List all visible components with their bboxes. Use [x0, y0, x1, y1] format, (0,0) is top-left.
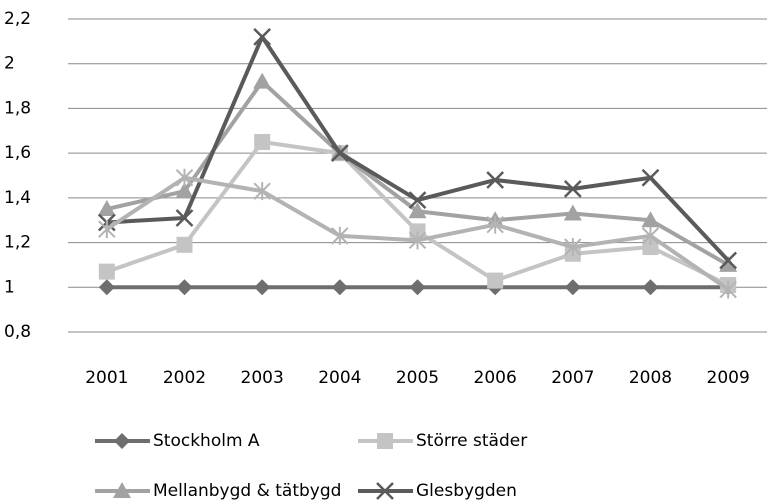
- marker: [409, 279, 426, 296]
- marker: [176, 236, 193, 253]
- marker: [253, 182, 271, 201]
- marker: [564, 238, 582, 257]
- marker: [98, 220, 116, 239]
- marker: [642, 239, 659, 256]
- x-tick-label: 2008: [629, 368, 672, 388]
- x-tick-label: 2009: [707, 368, 750, 388]
- y-tick-label: 1,4: [4, 188, 31, 208]
- marker: [408, 231, 427, 250]
- marker: [719, 251, 738, 270]
- marker: [563, 180, 582, 198]
- marker: [408, 202, 427, 219]
- legend-marker: [377, 433, 393, 449]
- marker: [641, 168, 660, 187]
- marker: [719, 255, 738, 272]
- marker: [253, 72, 272, 89]
- marker: [564, 279, 581, 296]
- y-tick-label: 2: [4, 54, 15, 74]
- marker: [563, 204, 582, 221]
- legend-marker: [114, 433, 130, 449]
- marker: [487, 272, 504, 289]
- x-tick-label: 2006: [474, 368, 517, 388]
- legend-label: Större städer: [416, 431, 527, 451]
- x-tick-label: 2007: [551, 368, 594, 388]
- marker: [254, 279, 271, 296]
- marker: [253, 28, 272, 46]
- marker: [97, 200, 116, 217]
- marker: [175, 168, 194, 187]
- y-tick-label: 2,2: [4, 9, 31, 29]
- x-tick-label: 2004: [318, 368, 361, 388]
- marker: [175, 182, 194, 199]
- legend-marker: [376, 482, 394, 500]
- marker: [330, 144, 349, 163]
- x-tick-label: 2005: [396, 368, 439, 388]
- x-tick-label: 2003: [241, 368, 284, 388]
- y-tick-label: 1,6: [4, 143, 31, 163]
- marker: [641, 226, 660, 245]
- y-tick-label: 1,8: [4, 98, 31, 118]
- marker: [331, 279, 348, 296]
- marker: [331, 226, 349, 245]
- y-tick-label: 0,8: [4, 322, 31, 342]
- series: [98, 168, 737, 299]
- marker: [254, 133, 271, 150]
- marker: [175, 209, 194, 227]
- marker: [98, 279, 115, 296]
- legend-label: Stockholm A: [153, 431, 260, 451]
- marker: [408, 191, 427, 209]
- y-tick-label: 1: [4, 277, 15, 297]
- legend-label: Glesbygden: [416, 481, 517, 501]
- marker: [486, 215, 504, 234]
- legend-marker: [113, 482, 131, 498]
- legend-label: Mellanbygd & tätbygd: [153, 481, 341, 501]
- marker: [98, 263, 115, 280]
- marker: [641, 211, 660, 228]
- series: [98, 279, 737, 296]
- y-tick-label: 1,2: [4, 233, 31, 253]
- marker: [719, 280, 737, 299]
- x-tick-label: 2001: [85, 368, 128, 388]
- x-tick-label: 2002: [163, 368, 206, 388]
- marker: [486, 171, 505, 189]
- marker: [642, 279, 659, 296]
- marker: [176, 279, 193, 296]
